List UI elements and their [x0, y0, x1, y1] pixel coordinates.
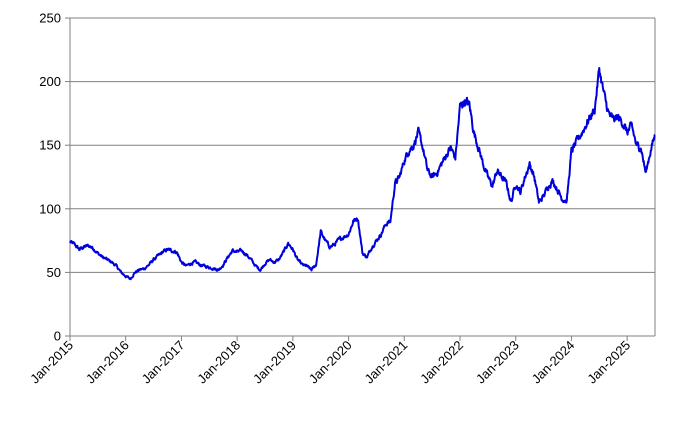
x-tick-label: Jan-2019 [250, 338, 299, 387]
y-tick-label: 0 [54, 329, 61, 344]
x-tick-label: Jan-2021 [361, 338, 410, 387]
x-tick-label: Jan-2017 [139, 338, 188, 387]
x-tick-label: Jan-2024 [529, 338, 578, 387]
x-tick-label: Jan-2016 [83, 338, 132, 387]
x-tick-label: Jan-2025 [584, 338, 633, 387]
x-tick-label: Jan-2023 [473, 338, 522, 387]
gridlines [70, 17, 655, 273]
x-tick-label: Jan-2015 [27, 338, 76, 387]
axes [65, 17, 656, 341]
x-tick-label: Jan-2022 [417, 338, 466, 387]
y-tick-label: 200 [39, 74, 61, 89]
series-layer [69, 67, 656, 281]
y-tick-label: 150 [39, 138, 61, 153]
y-tick-label: 50 [47, 265, 61, 280]
x-tick-label: Jan-2018 [194, 338, 243, 387]
y-tick-label: 100 [39, 201, 61, 216]
series-line-0 [69, 67, 656, 281]
y-tick-label: 250 [39, 11, 61, 26]
x-tick-label: Jan-2020 [306, 338, 355, 387]
